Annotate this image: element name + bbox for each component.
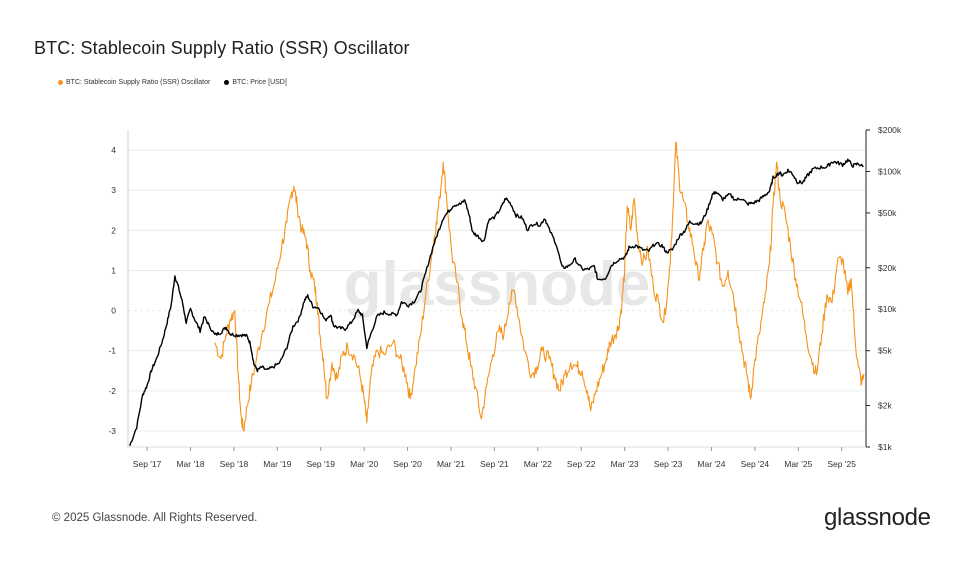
y-right-tick-label: $2k bbox=[878, 401, 892, 411]
y-left-tick-label: 2 bbox=[111, 225, 116, 235]
x-tick-label: Mar '18 bbox=[176, 459, 204, 469]
y-left-tick-label: -1 bbox=[108, 346, 116, 356]
x-tick-label: Sep '18 bbox=[220, 459, 249, 469]
y-right-tick-label: $20k bbox=[878, 263, 897, 273]
y-left-tick-label: -2 bbox=[108, 386, 116, 396]
legend: BTC: Stablecoin Supply Ratio (SSR) Oscil… bbox=[58, 79, 287, 86]
legend-ssr-label: BTC: Stablecoin Supply Ratio (SSR) Oscil… bbox=[66, 79, 211, 86]
x-tick-label: Mar '23 bbox=[611, 459, 639, 469]
y-right-tick-label: $1k bbox=[878, 442, 892, 452]
x-tick-label: Mar '21 bbox=[437, 459, 465, 469]
legend-price-swatch bbox=[224, 80, 230, 85]
y-right-tick-label: $200k bbox=[878, 125, 902, 135]
chart-title: BTC: Stablecoin Supply Ratio (SSR) Oscil… bbox=[34, 38, 410, 58]
copyright-text: © 2025 Glassnode. All Rights Reserved. bbox=[52, 512, 258, 524]
y-right-tick-label: $10k bbox=[878, 304, 897, 314]
legend-ssr-swatch bbox=[58, 80, 63, 85]
x-tick-label: Sep '25 bbox=[827, 459, 856, 469]
legend-item-ssr[interactable]: BTC: Stablecoin Supply Ratio (SSR) Oscil… bbox=[58, 79, 210, 86]
y-left-tick-label: 4 bbox=[111, 145, 116, 155]
x-tick-label: Sep '17 bbox=[133, 459, 162, 469]
x-tick-label: Mar '22 bbox=[524, 459, 552, 469]
y-right-tick-label: $50k bbox=[878, 208, 897, 218]
brand-logo: glassnode bbox=[824, 504, 931, 531]
x-tick-label: Mar '20 bbox=[350, 459, 378, 469]
x-tick-label: Mar '19 bbox=[263, 459, 291, 469]
x-tick-label: Sep '19 bbox=[306, 459, 335, 469]
legend-price-label: BTC: Price [USD] bbox=[232, 79, 287, 86]
ssr-oscillator-line bbox=[214, 141, 865, 432]
y-left-tick-label: -3 bbox=[108, 426, 116, 436]
y-right-tick-label: $5k bbox=[878, 346, 892, 356]
x-tick-label: Mar '24 bbox=[697, 459, 725, 469]
x-tick-label: Sep '23 bbox=[654, 459, 683, 469]
x-tick-label: Sep '22 bbox=[567, 459, 596, 469]
legend-item-price[interactable]: BTC: Price [USD] bbox=[224, 79, 287, 86]
x-tick-label: Sep '20 bbox=[393, 459, 422, 469]
y-right-tick-label: $100k bbox=[878, 166, 902, 176]
y-left-tick-label: 1 bbox=[111, 265, 116, 275]
y-left-tick-label: 3 bbox=[111, 185, 116, 195]
y-left-tick-label: 0 bbox=[111, 306, 116, 316]
btc-price-line bbox=[129, 158, 864, 447]
x-tick-label: Sep '21 bbox=[480, 459, 509, 469]
x-tick-label: Sep '24 bbox=[741, 459, 770, 469]
x-tick-label: Mar '25 bbox=[784, 459, 812, 469]
watermark: glassnode bbox=[344, 250, 651, 319]
